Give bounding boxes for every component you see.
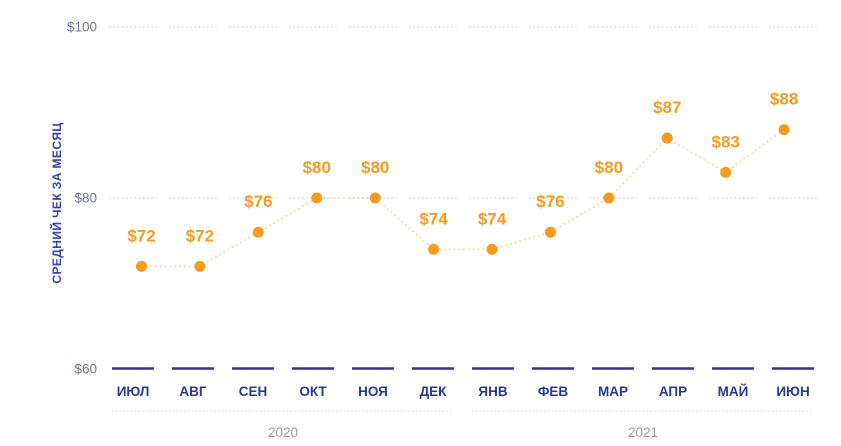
trend-line (140, 128, 785, 268)
month-label: НОЯ (358, 384, 388, 399)
y-tick-label: $60 (74, 362, 97, 377)
data-point-label: $87 (653, 98, 681, 117)
data-point (720, 166, 732, 178)
month-label: ДЕК (420, 384, 448, 399)
data-point-label: $80 (595, 158, 623, 177)
month-label: АВГ (179, 384, 206, 399)
data-point (778, 124, 790, 136)
month-label: АПР (659, 384, 687, 399)
data-point-label: $72 (127, 226, 155, 245)
month-label: МАР (598, 384, 628, 399)
data-point (603, 192, 615, 204)
data-point-label: $80 (361, 158, 389, 177)
data-point (252, 226, 264, 238)
data-point (194, 260, 206, 272)
data-point-label: $76 (244, 192, 272, 211)
data-point (369, 192, 381, 204)
y-tick-label: $100 (67, 20, 97, 35)
year-label: 2020 (268, 425, 298, 440)
month-label: СЕН (239, 384, 268, 399)
data-point-label: $74 (478, 209, 507, 228)
month-label: ИЮН (776, 384, 809, 399)
data-point (136, 260, 147, 272)
data-point (311, 192, 323, 204)
data-point-label: $80 (303, 158, 331, 177)
data-point-label: $72 (186, 226, 214, 245)
month-label: ЯНВ (478, 384, 507, 399)
data-point-label: $74 (419, 209, 448, 228)
month-label: ИЮЛ (117, 384, 150, 399)
y-axis-title: СРЕДНИЙ ЧЕК ЗА МЕСЯЦ (50, 122, 64, 284)
year-label: 2021 (628, 425, 658, 440)
data-point (428, 243, 440, 255)
month-label: ОКТ (299, 384, 327, 399)
data-point (486, 243, 498, 255)
data-point-label: $83 (712, 132, 740, 151)
month-label: ФЕВ (538, 384, 569, 399)
data-point-label: $76 (536, 192, 564, 211)
data-point-label: $88 (770, 90, 798, 109)
data-point (661, 132, 673, 144)
month-label: МАЙ (718, 384, 749, 399)
y-tick-label: $80 (74, 191, 97, 206)
data-point (544, 226, 556, 238)
